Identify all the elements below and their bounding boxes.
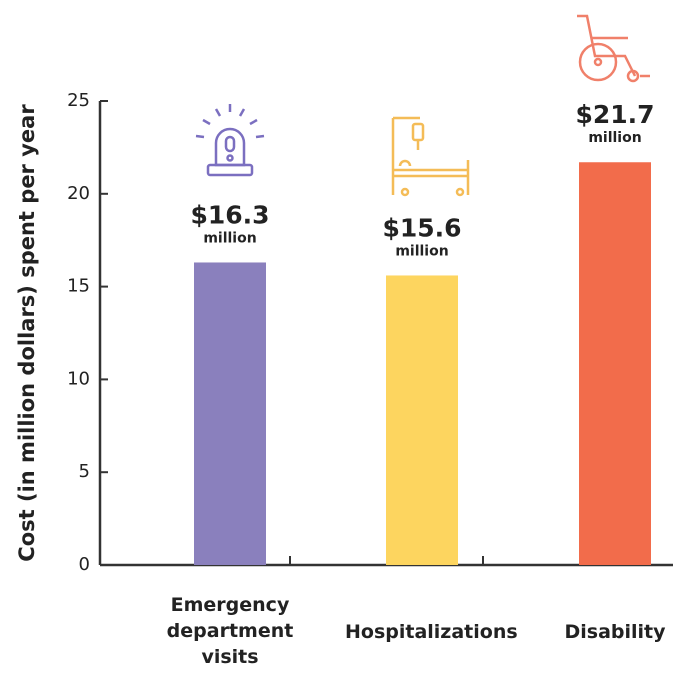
bar <box>579 162 651 566</box>
y-tick-label: 25 <box>67 90 90 111</box>
value-label: $15.6 <box>382 213 461 242</box>
hospital-bed-icon <box>391 116 470 197</box>
bar <box>194 262 266 565</box>
x-tick-label: Hospitalizations <box>345 621 518 643</box>
x-tick-label: Emergency department visits <box>166 594 294 668</box>
value-unit-label: million <box>203 230 256 246</box>
y-tick-label: 20 <box>67 183 90 204</box>
bar <box>386 275 458 565</box>
value-label: $16.3 <box>190 200 269 229</box>
value-label: $21.7 <box>575 100 654 129</box>
y-tick-label: 15 <box>67 276 90 297</box>
y-tick-label: 0 <box>79 554 90 575</box>
wheelchair-icon <box>577 14 650 83</box>
x-tick-label: Disability <box>564 621 666 643</box>
y-tick-label: 10 <box>67 368 90 389</box>
y-tick-label: 5 <box>79 461 90 482</box>
value-unit-label: million <box>395 243 448 259</box>
value-unit-label: million <box>588 130 641 146</box>
y-axis-label: Cost (in million dollars) spent per year <box>15 104 39 562</box>
alarm-icon <box>195 104 265 177</box>
